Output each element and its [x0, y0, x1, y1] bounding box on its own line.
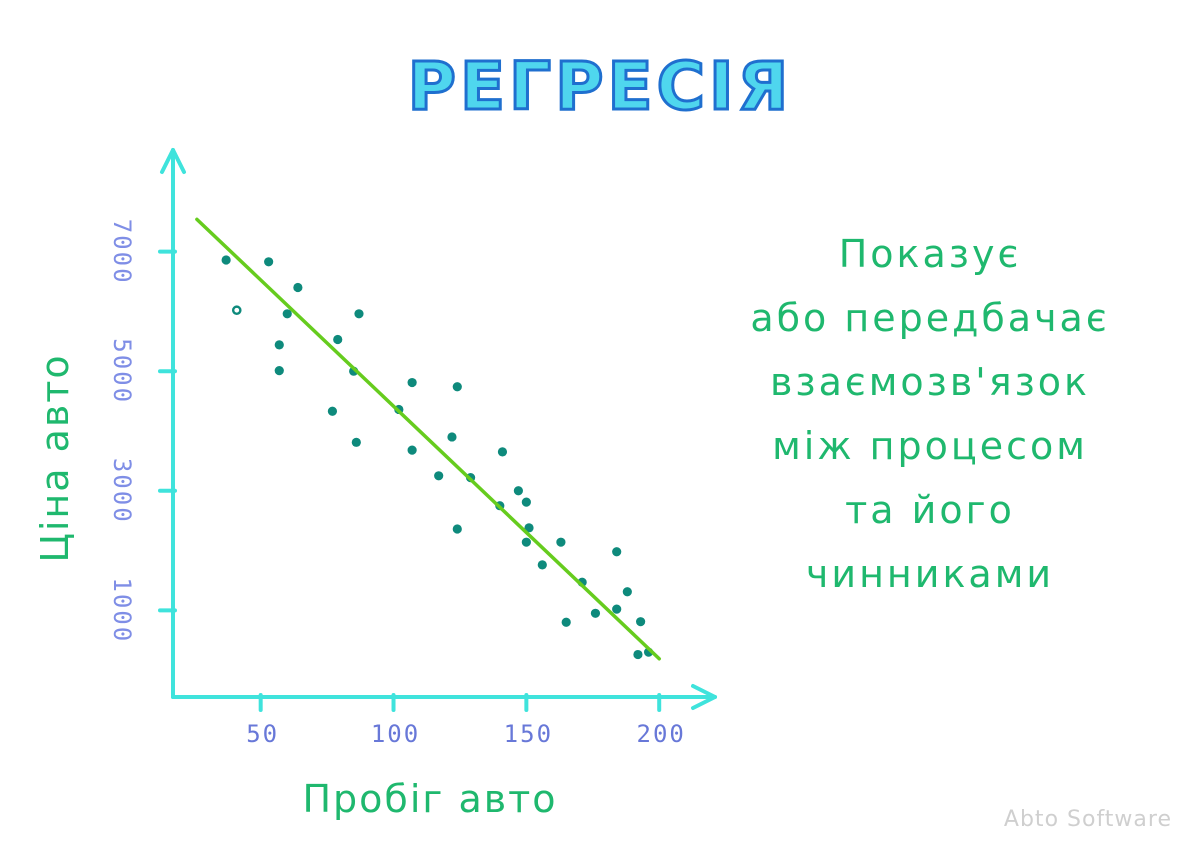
y-tick-label: 5000 — [108, 338, 136, 404]
y-tick-label: 3000 — [108, 458, 136, 524]
data-point — [590, 608, 601, 618]
data-point — [354, 309, 364, 319]
data-point — [434, 471, 444, 481]
description-line: взаємозв'язок — [770, 360, 1090, 404]
description-line: між процесом — [772, 424, 1088, 468]
data-point — [612, 604, 622, 614]
data-point — [351, 437, 361, 447]
x-tick-label: 50 — [246, 720, 279, 748]
data-point — [407, 377, 417, 388]
y-axis-label: Ціна авто — [33, 353, 77, 562]
data-point — [612, 547, 622, 557]
axes — [160, 148, 717, 710]
description-text: Показує або передбачає взаємозв'язок між… — [735, 222, 1125, 606]
data-points — [221, 255, 654, 660]
x-axis-label: Пробіг авто — [302, 777, 557, 821]
data-point — [231, 305, 242, 316]
data-point — [521, 537, 531, 547]
data-point — [556, 537, 566, 547]
x-tick-label: 150 — [504, 720, 553, 748]
y-tick-label: 1000 — [108, 577, 136, 643]
data-point — [447, 432, 457, 442]
regression-line — [195, 217, 661, 661]
description-line: чинниками — [805, 552, 1055, 596]
description-line: та його — [845, 488, 1015, 532]
ticks: 1000 3000 5000 7000 50 100 150 200 — [108, 219, 686, 748]
data-point — [633, 649, 643, 660]
data-point — [282, 309, 292, 319]
data-point — [452, 524, 462, 534]
data-point — [274, 365, 284, 376]
x-tick-label: 200 — [637, 720, 686, 748]
data-point — [524, 523, 534, 533]
data-point — [333, 334, 343, 345]
data-point — [274, 340, 284, 350]
watermark: Abto Software — [1003, 807, 1172, 832]
description-line: Показує — [838, 232, 1022, 276]
data-point — [264, 257, 274, 267]
data-point — [537, 560, 547, 570]
description-line: або передбачає — [750, 296, 1110, 340]
chart-title: РЕГРЕСІЯ — [406, 47, 793, 127]
data-point — [513, 486, 523, 496]
y-tick-label: 7000 — [108, 219, 136, 285]
data-point — [497, 447, 508, 457]
data-point — [636, 617, 646, 627]
data-point — [293, 282, 303, 293]
data-point — [221, 255, 231, 265]
data-point — [561, 617, 571, 627]
data-point — [327, 406, 338, 416]
data-point — [521, 497, 531, 507]
y-axis-arrow — [160, 148, 186, 174]
x-axis-arrow — [691, 684, 717, 710]
data-point — [622, 587, 632, 597]
x-tick-label: 100 — [371, 720, 420, 748]
data-point — [452, 382, 462, 392]
data-point — [407, 445, 417, 455]
